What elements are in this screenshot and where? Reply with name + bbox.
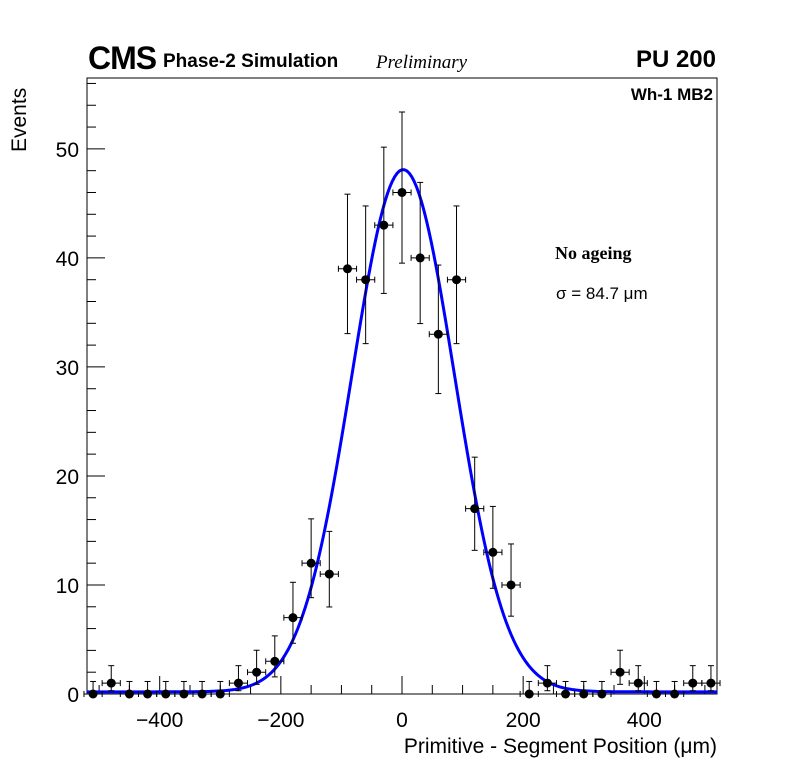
data-point	[537, 665, 557, 692]
data-marker	[524, 689, 534, 699]
data-marker	[252, 667, 262, 677]
data-marker	[615, 667, 625, 677]
data-point	[428, 264, 448, 395]
x-tick-label: 200	[506, 709, 541, 732]
data-marker	[542, 678, 552, 688]
data-marker	[488, 547, 498, 557]
data-marker	[306, 558, 316, 568]
data-point	[410, 181, 430, 325]
y-axis-label: Events	[8, 88, 31, 152]
data-point	[337, 193, 358, 335]
data-marker	[579, 689, 589, 699]
data-point	[519, 680, 539, 699]
x-tick-label: 400	[627, 709, 662, 732]
experiment-label: CMS	[88, 40, 157, 76]
data-point	[265, 635, 285, 678]
y-tick-label: 30	[56, 357, 79, 380]
data-marker	[397, 187, 407, 197]
data-marker	[688, 678, 698, 688]
data-marker	[179, 689, 189, 699]
data-point	[610, 649, 630, 685]
data-point	[374, 146, 394, 294]
data-point	[501, 543, 521, 617]
y-tick-label: 20	[56, 466, 79, 489]
data-marker	[342, 264, 352, 274]
data-marker	[561, 689, 571, 699]
data-point	[83, 680, 103, 699]
data-point	[592, 680, 612, 699]
data-marker	[597, 689, 607, 699]
sigma-label: σ = 84.7 μm	[556, 284, 648, 303]
data-point	[665, 680, 685, 699]
x-axis-label: Primitive - Segment Position (μm)	[404, 735, 717, 758]
data-point	[156, 680, 176, 699]
data-marker	[270, 656, 280, 666]
y-tick-label: 40	[56, 248, 79, 271]
region-label: Wh-1 MB2	[631, 85, 713, 104]
data-marker	[361, 275, 371, 285]
y-tick-label: 10	[56, 575, 79, 598]
data-marker	[452, 275, 462, 285]
data-marker	[415, 253, 425, 263]
data-point	[210, 680, 230, 699]
data-point	[283, 581, 303, 644]
data-marker	[233, 678, 243, 688]
condition-label: No ageing	[555, 243, 632, 263]
data-point	[301, 518, 321, 599]
data-point	[683, 665, 703, 692]
preliminary-label: Preliminary	[376, 52, 468, 73]
data-marker	[88, 689, 98, 699]
data-marker	[433, 329, 443, 339]
data-point	[646, 680, 667, 699]
data-point	[628, 665, 648, 692]
data-point	[137, 680, 158, 699]
data-marker	[124, 689, 134, 699]
data-point	[101, 665, 121, 692]
data-marker	[197, 689, 207, 699]
data-point	[465, 456, 485, 551]
data-point	[483, 505, 503, 589]
y-tick-label: 0	[67, 684, 79, 707]
data-point	[247, 649, 267, 685]
x-tick-label: −400	[136, 709, 183, 732]
data-marker	[506, 580, 516, 590]
simulation-label: Phase-2 Simulation	[163, 51, 339, 72]
data-marker	[288, 613, 298, 623]
data-marker	[106, 678, 116, 688]
data-marker	[324, 569, 334, 579]
x-tick-label: 0	[396, 709, 408, 732]
data-point	[392, 111, 412, 264]
data-marker	[215, 689, 225, 699]
data-marker	[470, 504, 480, 514]
data-point	[446, 205, 467, 345]
data-marker	[706, 678, 716, 688]
data-point	[701, 665, 721, 692]
data-marker	[633, 678, 643, 688]
data-point	[119, 680, 139, 699]
data-marker	[670, 689, 680, 699]
data-marker	[161, 689, 171, 699]
x-tick-label: −200	[257, 709, 304, 732]
y-tick-label: 50	[56, 139, 79, 162]
pileup-label: PU 200	[635, 46, 716, 73]
data-marker	[651, 689, 661, 699]
data-point	[319, 530, 339, 608]
data-marker	[143, 689, 153, 699]
data-point	[228, 665, 249, 692]
data-point	[356, 205, 376, 345]
data-marker	[379, 220, 389, 230]
